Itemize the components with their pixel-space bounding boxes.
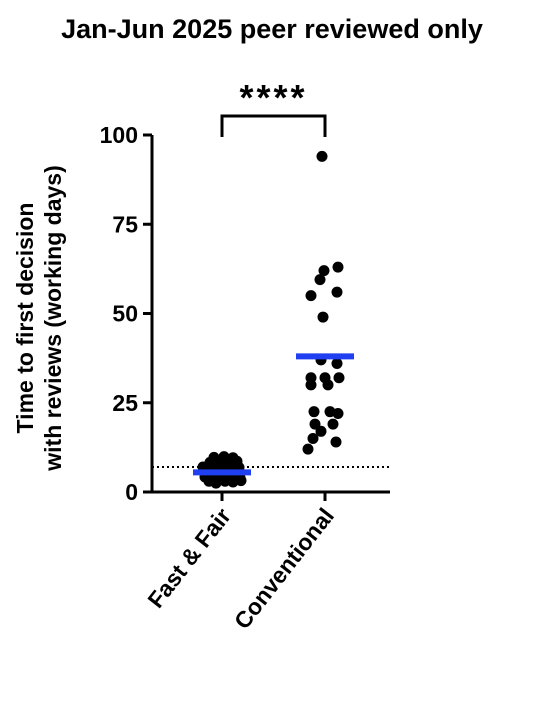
- data-point-1-16: [332, 407, 344, 419]
- data-point-1-2: [318, 265, 330, 277]
- data-points: [197, 150, 345, 489]
- data-point-1-0: [316, 150, 328, 162]
- significance-label: ****: [239, 77, 307, 118]
- data-point-0-25: [227, 452, 239, 464]
- data-point-1-19: [315, 425, 327, 437]
- bracket-line: [220, 114, 327, 137]
- data-point-1-12: [305, 379, 317, 391]
- y-axis-label: Time to first decision with reviews (wor…: [12, 165, 66, 471]
- data-point-0-24: [218, 451, 230, 463]
- y-tick-label-75: 75: [112, 211, 138, 237]
- data-point-1-8: [331, 357, 343, 369]
- data-point-1-22: [302, 443, 314, 455]
- data-point-1-18: [327, 418, 339, 430]
- y-tick-label-100: 100: [100, 122, 138, 148]
- y-ticks: 0 25 50 75 100: [100, 122, 152, 505]
- x-tick-label-1: Conventional: [229, 503, 339, 634]
- y-axis-label-line-1: Time to first decision: [12, 203, 38, 434]
- y-tick-label-25: 25: [112, 390, 138, 416]
- data-point-1-11: [333, 372, 345, 384]
- chart-title: Jan-Jun 2025 peer reviewed only: [61, 14, 483, 44]
- data-point-1-5: [305, 290, 317, 302]
- data-point-1-20: [307, 432, 319, 444]
- data-point-1-13: [322, 379, 334, 391]
- axes: [150, 135, 390, 501]
- data-point-1-14: [308, 406, 320, 418]
- y-tick-label-50: 50: [112, 301, 138, 327]
- y-tick-label-0: 0: [125, 479, 138, 505]
- x-tick-label-0: Fast & Fair: [142, 503, 236, 613]
- data-point-1-3: [314, 274, 326, 286]
- data-point-1-1: [332, 261, 344, 273]
- data-point-1-6: [317, 311, 329, 323]
- data-point-1-21: [330, 436, 342, 448]
- mean-lines: [193, 353, 354, 476]
- data-point-1-4: [331, 286, 343, 298]
- significance-bracket: ****: [220, 77, 327, 137]
- y-axis-label-line-2: with reviews (working days): [40, 165, 66, 471]
- data-point-0-23: [208, 451, 220, 463]
